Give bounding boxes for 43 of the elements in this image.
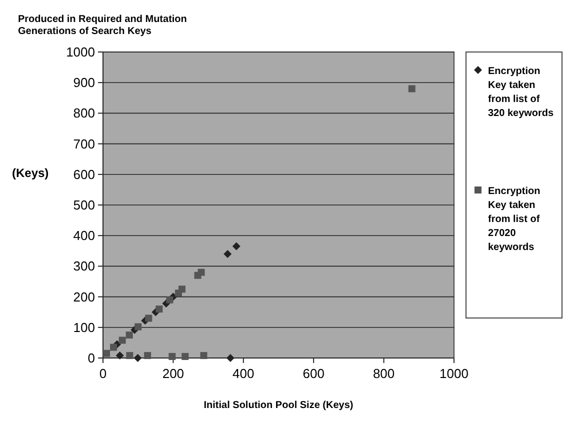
point xyxy=(178,286,186,293)
point xyxy=(198,268,205,276)
point xyxy=(118,336,126,344)
point xyxy=(126,332,133,339)
x-tick-label: 800 xyxy=(372,366,395,381)
y-tick-label: 600 xyxy=(73,166,95,182)
point xyxy=(110,344,118,351)
legend-label: Encryption Key taken from list of 27020 keywords xyxy=(488,186,540,253)
point xyxy=(145,314,152,322)
y-tick-label: 1000 xyxy=(66,44,95,60)
x-tick-label: 200 xyxy=(162,366,184,381)
y-tick-label: 500 xyxy=(73,198,95,212)
point xyxy=(232,242,240,250)
point xyxy=(226,354,234,362)
x-tick-label: 0 xyxy=(99,366,107,381)
point xyxy=(156,306,163,313)
y-tick-label: 300 xyxy=(73,258,95,274)
point xyxy=(116,352,124,360)
point xyxy=(408,85,416,92)
point xyxy=(144,352,152,360)
point xyxy=(166,296,174,304)
point xyxy=(224,250,232,258)
y-tick-label: 800 xyxy=(73,106,95,121)
point xyxy=(168,352,176,360)
y-axis-title: (Keys) xyxy=(12,166,49,180)
point xyxy=(103,350,110,357)
x-axis-title: Initial Solution Pool Size (Keys) xyxy=(204,400,354,411)
point xyxy=(134,354,142,362)
point xyxy=(134,323,142,330)
chart-title: Produced in Required and Mutation Generations of Search Keys xyxy=(18,14,187,37)
x-tick-label: 400 xyxy=(232,366,254,381)
y-tick-label: 400 xyxy=(73,228,95,244)
y-tick-label: 900 xyxy=(73,75,95,90)
point xyxy=(126,352,134,360)
y-tick-label: 0 xyxy=(88,350,95,366)
y-tick-label: 100 xyxy=(73,320,95,335)
legend-label: Encryption Key taken from list of 320 keywords xyxy=(488,66,554,119)
y-tick-label: 700 xyxy=(73,136,95,152)
x-tick-label: 600 xyxy=(302,366,324,381)
point xyxy=(200,352,208,360)
y-tick-label: 200 xyxy=(73,289,95,304)
x-tick-label: 1000 xyxy=(440,366,468,381)
point xyxy=(182,352,189,360)
